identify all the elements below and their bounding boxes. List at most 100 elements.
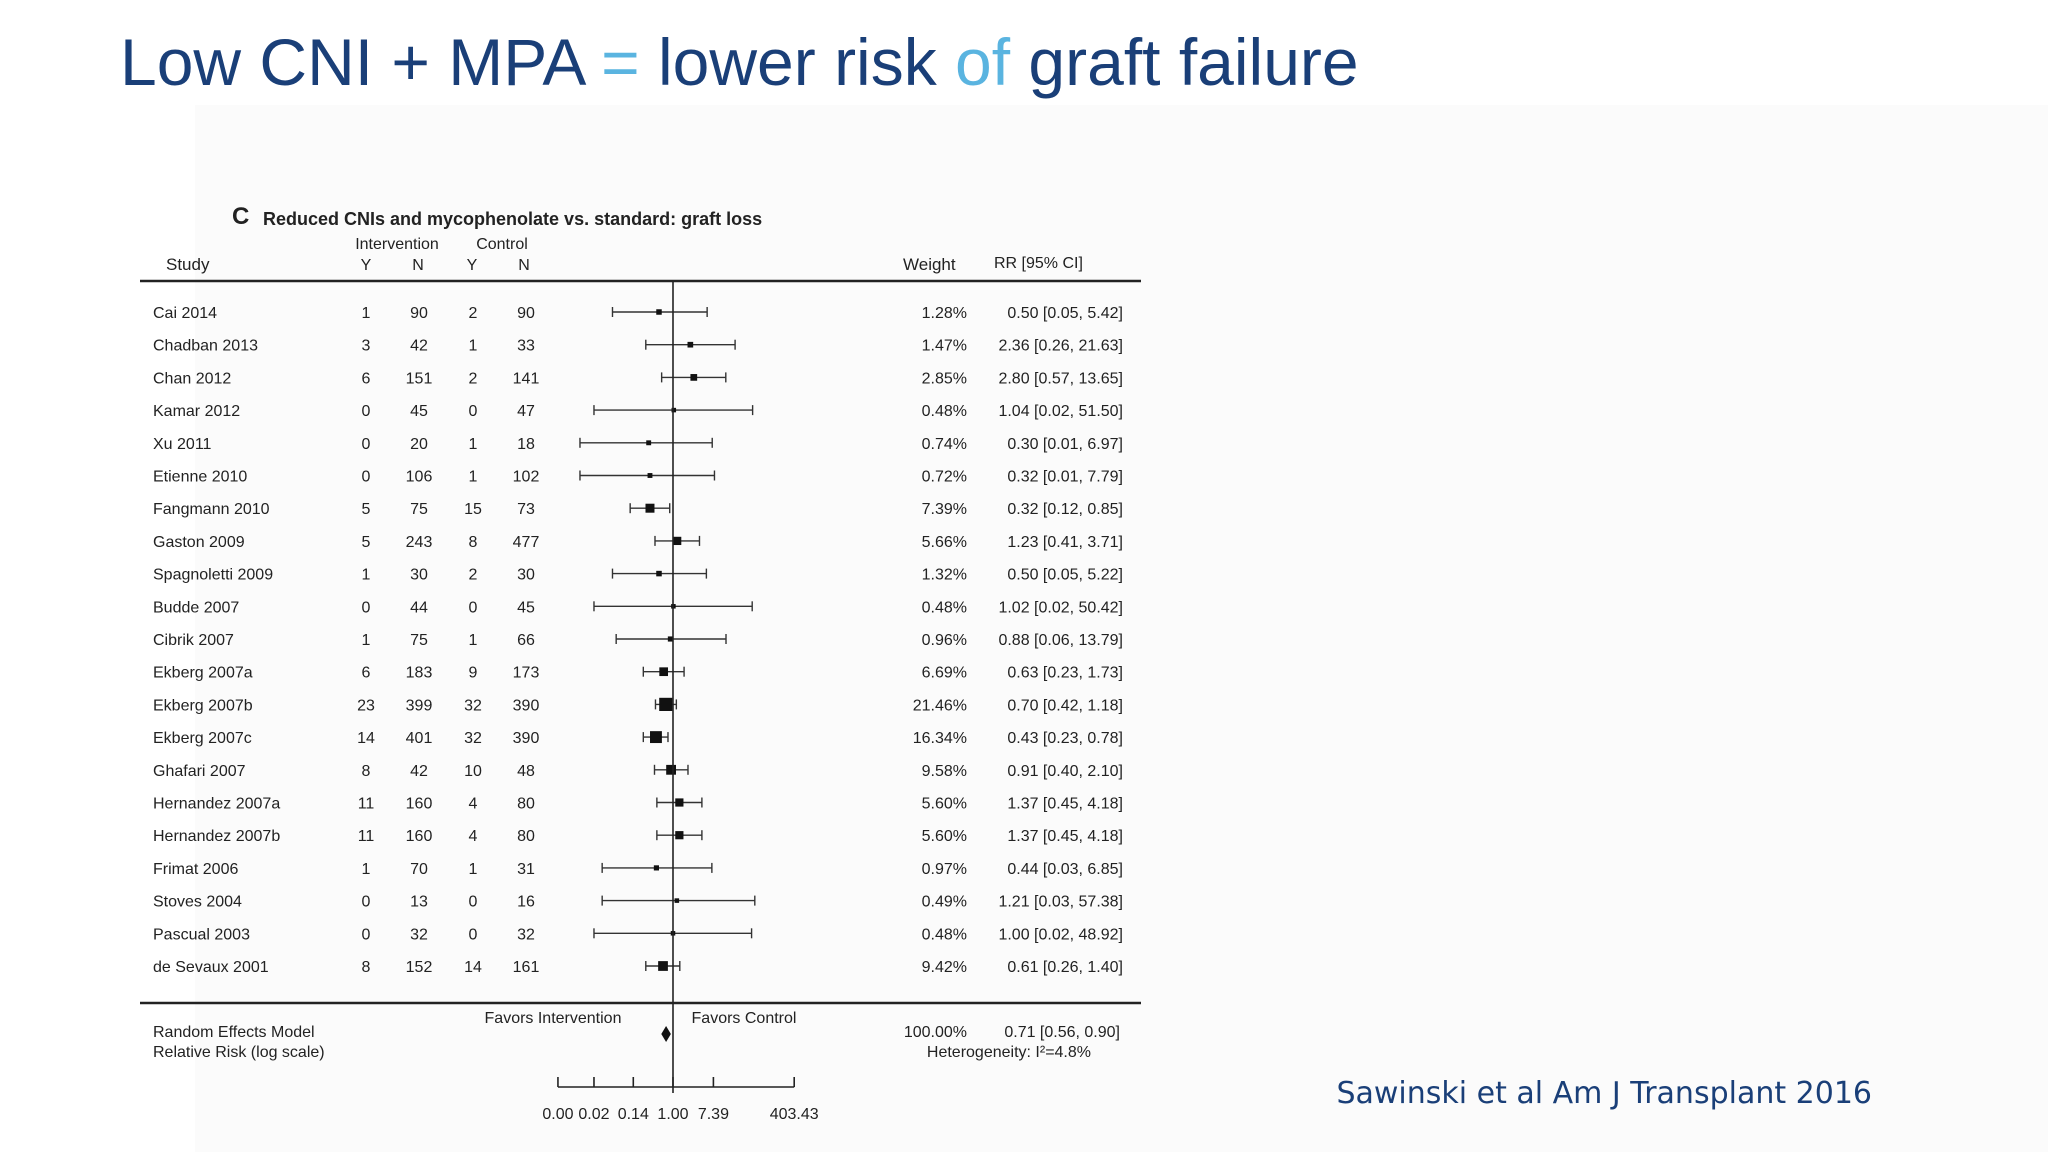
intervention-events: 8 (362, 959, 371, 976)
title-of: of (955, 25, 1011, 99)
study-name: Kamar 2012 (153, 403, 240, 420)
study-rr-ci: 0.30 [0.01, 6.97] (1007, 436, 1123, 453)
control-total: 18 (517, 436, 535, 453)
intervention-total: 44 (410, 599, 428, 616)
x-tick-label: 0.14 (618, 1106, 649, 1123)
control-total: 16 (517, 894, 535, 911)
title-part2: lower risk (639, 25, 956, 99)
point-estimate (653, 865, 659, 871)
citation: Sawinski et al Am J Transplant 2016 (1336, 1076, 1872, 1111)
title-part3: graft failure (1010, 25, 1359, 99)
control-total: 48 (517, 763, 535, 780)
point-estimate (646, 440, 652, 446)
point-estimate (690, 374, 698, 381)
point-estimate (656, 570, 662, 577)
control-events: 8 (469, 534, 478, 551)
control-total: 30 (517, 567, 535, 584)
study-name: Spagnoletti 2009 (153, 567, 273, 584)
x-tick-label: 7.39 (698, 1106, 729, 1123)
study-rr-ci: 0.50 [0.05, 5.22] (1007, 567, 1123, 584)
intervention-total: 90 (410, 305, 428, 322)
study-name: Chadban 2013 (153, 338, 258, 355)
control-events: 0 (469, 894, 478, 911)
summary-weight: 100.00% (904, 1024, 967, 1041)
study-rr-ci: 1.37 [0.45, 4.18] (1007, 828, 1123, 845)
panel-letter: C (232, 203, 249, 230)
favors-intervention: Favors Intervention (485, 1010, 622, 1027)
intervention-total: 45 (410, 403, 428, 420)
intervention-total: 75 (410, 632, 428, 649)
point-estimate (666, 764, 676, 775)
intervention-total: 401 (406, 730, 433, 747)
study-rr-ci: 1.04 [0.02, 51.50] (998, 403, 1123, 420)
title-part1: Low CNI + MPA (120, 25, 602, 99)
control-events: 2 (469, 567, 478, 584)
study-weight: 1.28% (922, 305, 967, 322)
point-estimate (673, 536, 682, 546)
study-weight: 0.72% (922, 469, 967, 486)
control-total: 80 (517, 796, 535, 813)
study-rr-ci: 2.80 [0.57, 13.65] (998, 370, 1123, 387)
point-estimate (675, 831, 684, 840)
study-weight: 1.32% (922, 567, 967, 584)
control-events: 1 (469, 632, 478, 649)
control-events: 1 (469, 338, 478, 355)
x-tick-label: 0.00 (542, 1106, 573, 1123)
point-estimate (650, 731, 662, 744)
title-equals: = (601, 25, 640, 99)
study-name: Gaston 2009 (153, 534, 245, 551)
study-rr-ci: 2.36 [0.26, 21.63] (998, 338, 1123, 355)
intervention-events: 6 (362, 370, 371, 387)
intervention-events: 1 (362, 861, 371, 878)
intervention-total: 160 (406, 796, 433, 813)
intervention-total: 183 (406, 665, 433, 682)
summary-label: Random Effects Model (153, 1024, 315, 1041)
summary-diamond (661, 1026, 671, 1042)
control-events: 0 (469, 599, 478, 616)
intervention-events: 11 (358, 796, 375, 813)
study-weight: 5.60% (922, 796, 967, 813)
control-total: 45 (517, 599, 535, 616)
plot-marks: 0.00 0.02 0.14 1.00 7.39 403.43 (542, 281, 819, 1123)
control-total: 477 (513, 534, 540, 551)
intervention-total: 106 (406, 469, 433, 486)
study-weight: 9.58% (922, 763, 967, 780)
control-total: 32 (517, 926, 535, 943)
intervention-events: 23 (357, 697, 375, 714)
study-weight: 0.96% (922, 632, 967, 649)
control-total: 73 (517, 501, 535, 518)
study-rr-ci: 0.43 [0.23, 0.78] (1007, 730, 1123, 747)
control-total: 390 (513, 697, 540, 714)
header-rr: RR [95% CI] (994, 255, 1083, 272)
study-name: Hernandez 2007a (153, 796, 280, 813)
intervention-events: 5 (362, 501, 371, 518)
study-name: Fangmann 2010 (153, 501, 270, 518)
intervention-total: 42 (410, 763, 428, 780)
intervention-total: 75 (410, 501, 428, 518)
study-rr-ci: 0.88 [0.06, 13.79] (998, 632, 1123, 649)
x-scale-label: Relative Risk (log scale) (153, 1044, 325, 1061)
study-weight: 0.49% (922, 894, 967, 911)
chart-title: Reduced CNIs and mycophenolate vs. stand… (263, 209, 762, 229)
study-rr-ci: 1.00 [0.02, 48.92] (998, 926, 1123, 943)
point-estimate (687, 341, 694, 348)
study-rr-ci: 1.23 [0.41, 3.71] (1007, 534, 1123, 551)
study-rr-ci: 0.91 [0.40, 2.10] (1007, 763, 1123, 780)
study-name: Ekberg 2007c (153, 730, 252, 747)
intervention-total: 152 (406, 959, 433, 976)
control-events: 15 (464, 501, 482, 518)
study-weight: 9.42% (922, 959, 967, 976)
intervention-events: 3 (362, 338, 371, 355)
study-rr-ci: 0.63 [0.23, 1.73] (1007, 665, 1123, 682)
intervention-total: 399 (406, 697, 433, 714)
control-events: 4 (469, 796, 478, 813)
intervention-events: 6 (362, 665, 371, 682)
control-total: 90 (517, 305, 535, 322)
study-name: Ekberg 2007a (153, 665, 253, 682)
study-name: Hernandez 2007b (153, 828, 280, 845)
header-study: Study (166, 255, 210, 274)
study-rows: Cai 2014 1 90 2 90 1.28% 0.50 [0.05, 5.42]Chad… (153, 305, 1123, 976)
intervention-total: 42 (410, 338, 428, 355)
study-weight: 21.46% (913, 697, 967, 714)
